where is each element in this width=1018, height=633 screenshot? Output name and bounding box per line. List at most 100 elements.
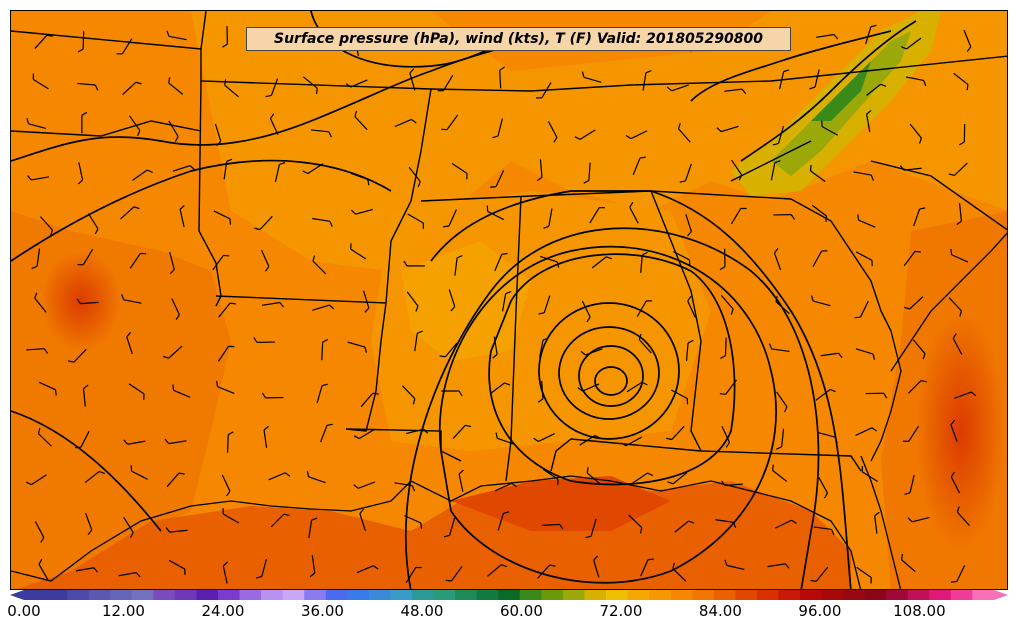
wind-barb-icon [776,428,785,450]
wind-barb-icon [350,243,367,260]
wind-barb-icon [310,129,332,138]
map-title: Surface pressure (hPa), wind (kts), T (F… [246,27,791,51]
wind-barb-icon [817,431,838,444]
wind-barb-icon [865,24,877,45]
wind-barb-icon [37,427,52,447]
wind-barb-icon [724,559,745,571]
wind-barb-icon [902,425,920,442]
wind-barb-icon [861,465,878,482]
colorbar-tick-label: 36.00 [300,602,344,620]
wind-barb-icon [533,433,555,442]
colorbar-cell [476,590,499,600]
wind-barb-icon [958,123,966,146]
wind-barb-icon [629,202,639,224]
wind-barb-icon [768,343,790,353]
wind-barb-icon [443,209,457,228]
wind-barb-icon [492,118,503,139]
wind-barb-icon [501,290,512,312]
wind-barb-icon [677,122,691,143]
wind-barb-icon [226,431,234,453]
wind-barb-icon [265,78,279,98]
wind-barb-icon [356,565,379,574]
wind-barb-icon [950,248,969,263]
wind-barb-icon [772,125,785,146]
wind-barb-icon [34,521,45,543]
cool-zone [191,11,1007,271]
wind-barb-icon [907,516,930,523]
colorbar-tick-label: 48.00 [400,602,444,620]
wind-barb-icon [75,567,99,573]
wind-barb-icon [26,117,47,130]
wind-barb-icon [821,120,839,136]
wind-barb-icon [495,482,517,492]
colorbar-tick-label: 96.00 [798,602,842,620]
wind-barb-icon [497,511,510,531]
wind-barb-icon [542,468,559,486]
wind-barb-icon [950,419,958,442]
wind-barb-icon [404,515,423,529]
wind-barb-icon [586,467,602,486]
wind-barb-icon [487,564,508,577]
wind-barb-icon [255,558,268,579]
wind-barb-icon [866,83,887,96]
wind-barb-icon [865,392,888,399]
wind-barb-icon [443,517,456,538]
wind-barb-icon [308,517,318,539]
wind-barb-icon [720,337,727,359]
wind-barb-icon [85,512,93,535]
wind-barb-icon [77,162,84,185]
colorbar-cell [519,590,542,600]
wind-barb-icon [574,129,596,140]
wind-barb-icon [77,31,85,53]
gulf-warm-zone [451,476,671,531]
wind-barb-icon [636,300,653,317]
wind-barb-icon [321,338,329,361]
wind-barb-icon [640,558,654,577]
wind-barb-icon [27,175,50,181]
colorbar-cell [735,590,758,600]
wind-barb-icon [306,471,326,484]
wind-barb-icon [950,565,966,583]
wind-barb-icon [350,208,374,215]
wind-barb-icon [39,216,53,236]
colorbar-cell [886,590,909,600]
wind-barb-icon [579,434,601,446]
wind-barb-icon [593,555,600,578]
wind-barb-icon [353,481,376,489]
wind-barb-icon [577,383,600,392]
wind-barb-icon [866,109,872,133]
wind-barb-icon [81,111,88,134]
colorbar-cell [455,590,478,600]
colorbar-cell [541,590,564,600]
wind-barb-icon [547,121,558,143]
wind-barb-icon [451,162,468,180]
wind-barb-icon [164,438,187,445]
wind-barb-icon [122,81,142,95]
colorbar-cell [864,590,887,600]
wind-barb-icon [956,506,970,526]
colorbar-cell [110,590,133,600]
wind-barb-icon [129,115,141,137]
colorbar-cell [24,590,47,600]
wind-barb-icon [537,380,544,403]
wind-barb-icon [775,519,797,529]
wind-barb-icon [715,519,737,528]
wind-barb-icon [394,118,417,128]
wind-barb-icon [671,389,689,405]
wind-barb-icon [441,390,463,397]
wind-barb-icon [269,113,279,136]
wind-barb-icon [130,465,148,480]
wind-barb-icon [721,425,731,448]
wind-barb-icon [213,210,232,225]
wind-barb-icon [775,295,790,315]
wind-barb-icon [642,70,652,91]
wind-barb-icon [857,214,876,228]
wind-barb-icon [853,171,874,181]
wind-barb-icon [773,214,795,220]
wind-barb-icon [168,559,186,575]
wind-barb-icon [268,472,291,481]
wind-barb-icon [320,423,333,443]
colorbar-tick-label: 0.00 [7,602,41,620]
colorbar-cell [562,590,585,600]
wind-barb-icon [360,392,379,408]
